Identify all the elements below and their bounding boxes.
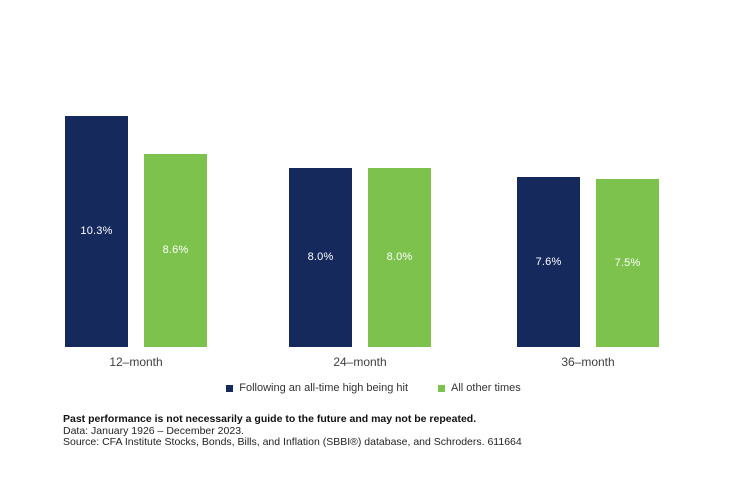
bar-navy-12–month: 10.3% (65, 116, 128, 347)
legend-label: Following an all-time high being hit (239, 382, 409, 394)
x-axis-label-36–month: 36–month (561, 355, 615, 369)
bar-navy-24–month: 8.0% (289, 168, 352, 347)
legend-swatch-icon (226, 384, 234, 392)
bar-value-label: 7.6% (535, 255, 562, 268)
x-axis-label-12–month: 12–month (109, 355, 163, 369)
bar-green-36–month: 7.5% (596, 179, 659, 347)
bar-green-24–month: 8.0% (368, 168, 431, 347)
legend-item-all-time-high: Following an all-time high being hit (226, 382, 408, 394)
footnote-source: Source: CFA Institute Stocks, Bonds, Bil… (63, 436, 522, 448)
footnotes: Past performance is not necessarily a gu… (63, 413, 713, 449)
legend-label: All other times (451, 382, 521, 394)
plot-area: 10.3% 8.6% 8.0% 8.0% 7.6% 7.5% (65, 116, 659, 347)
bar-value-label: 8.6% (162, 244, 189, 256)
bar-green-12–month: 8.6% (144, 154, 207, 347)
legend-swatch-icon (438, 384, 446, 392)
bar-value-label: 8.0% (386, 251, 413, 263)
footnote-disclaimer: Past performance is not necessarily a gu… (63, 413, 477, 425)
x-axis-label-24–month: 24–month (333, 355, 387, 369)
bar-value-label: 8.0% (307, 251, 334, 263)
legend-item-all-other-times: All other times (438, 382, 521, 394)
bar-value-label: 10.3% (80, 225, 113, 237)
legend: Following an all-time high being hit All … (0, 382, 747, 394)
bar-value-label: 7.5% (614, 256, 641, 269)
bar-navy-36–month: 7.6% (517, 177, 580, 347)
footnote-data-range: Data: January 1926 – December 2023. (63, 424, 244, 437)
